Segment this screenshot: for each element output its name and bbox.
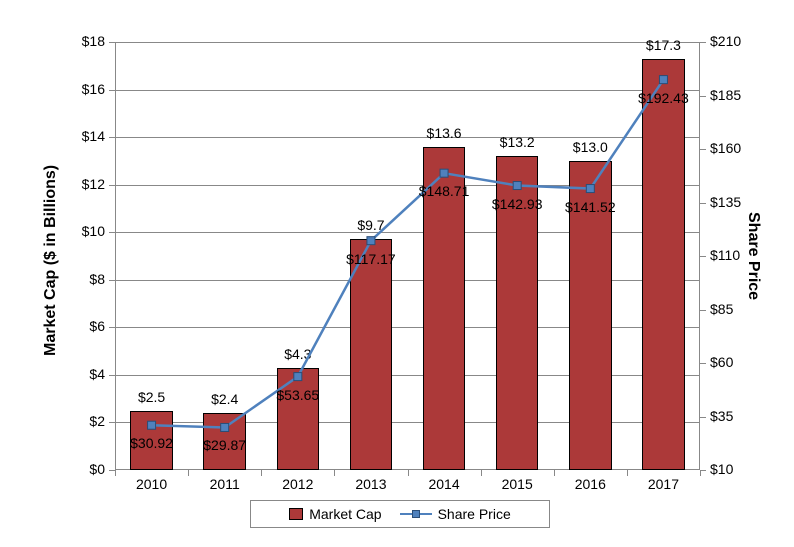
line-point-label: $148.71 [419,183,470,199]
y-right-tick-label: $10 [710,461,733,477]
x-tick-label: 2015 [502,476,533,492]
y-right-tick-label: $35 [710,408,733,424]
bar-label: $13.6 [427,125,462,141]
x-tick [627,470,628,476]
x-tick-label: 2012 [282,476,313,492]
y-left-tick-label: $14 [82,128,105,144]
line-point-label: $141.52 [565,199,616,215]
line-point-label: $29.87 [203,437,246,453]
x-tick-label: 2014 [428,476,459,492]
bar-label: $17.3 [646,37,681,53]
x-tick [188,470,189,476]
y-left-tick-label: $0 [89,461,105,477]
x-tick-label: 2016 [575,476,606,492]
x-tick-label: 2013 [355,476,386,492]
bar-label: $13.0 [573,139,608,155]
y-left-tick-label: $8 [89,271,105,287]
y-left-axis-title: Market Cap ($ in Billions) [42,165,60,356]
y-right-tick-label: $85 [710,301,733,317]
x-tick-label: 2017 [648,476,679,492]
y-right-tick-label: $60 [710,354,733,370]
y-left-tick-label: $16 [82,81,105,97]
line-point-label: $30.92 [130,435,173,451]
bar-market-cap [277,368,319,470]
y-right-tick [700,42,706,43]
y-right-tick-label: $185 [710,87,741,103]
y-right-tick [700,96,706,97]
y-right-tick [700,149,706,150]
legend-label: Market Cap [309,506,381,522]
x-tick [481,470,482,476]
y-left-tick [109,90,115,91]
y-right-tick-label: $135 [710,194,741,210]
y-right-tick-label: $210 [710,33,741,49]
y-left-tick-label: $4 [89,366,105,382]
y-right-tick [700,310,706,311]
bar-market-cap [642,59,684,470]
bar-label: $2.5 [138,389,165,405]
x-tick [261,470,262,476]
x-tick-label: 2011 [210,476,240,492]
y-left-tick [109,232,115,233]
line-point-label: $142.93 [492,196,543,212]
chart-stage: $0 $2 $4 $6 $8 $10 $12 $14 $16 $18 $10 $35 $60 $85 $11… [0,0,794,547]
y-left-tick-label: $10 [82,223,105,239]
x-tick [700,470,701,476]
legend-item-market_cap: Market Cap [289,506,381,522]
y-left-tick [109,327,115,328]
legend-swatch-line-icon [400,510,432,518]
y-left-tick-label: $6 [89,318,105,334]
y-right-axis-title: Share Price [744,212,762,300]
y-right-tick [700,203,706,204]
y-left-tick-label: $12 [82,176,105,192]
y-left-tick-label: $18 [82,33,105,49]
bar-label: $13.2 [500,134,535,150]
y-right-tick [700,363,706,364]
bar-label: $2.4 [211,391,238,407]
y-left-tick [109,137,115,138]
y-left-tick [109,185,115,186]
y-right-tick [700,417,706,418]
x-tick [554,470,555,476]
y-left-tick [109,375,115,376]
line-point-label: $192.43 [638,90,689,106]
y-right-tick-label: $110 [710,247,740,263]
x-tick [115,470,116,476]
bar-label: $9.7 [357,217,384,233]
y-left-tick-label: $2 [89,413,105,429]
y-right-tick-label: $160 [710,140,741,156]
bar-market-cap [350,239,392,470]
x-tick-label: 2010 [136,476,167,492]
line-point-label: $117.17 [346,251,396,267]
y-left-tick [109,42,115,43]
x-tick [408,470,409,476]
y-left-tick [109,422,115,423]
legend-label: Share Price [438,506,511,522]
legend-item-share_price: Share Price [400,506,511,522]
y-left-tick [109,280,115,281]
legend: Market Cap Share Price [250,500,550,528]
bar-label: $4.3 [284,346,311,362]
line-point-label: $53.65 [276,387,319,403]
legend-swatch-bar-icon [289,508,303,520]
y-right-tick [700,256,706,257]
x-tick [334,470,335,476]
